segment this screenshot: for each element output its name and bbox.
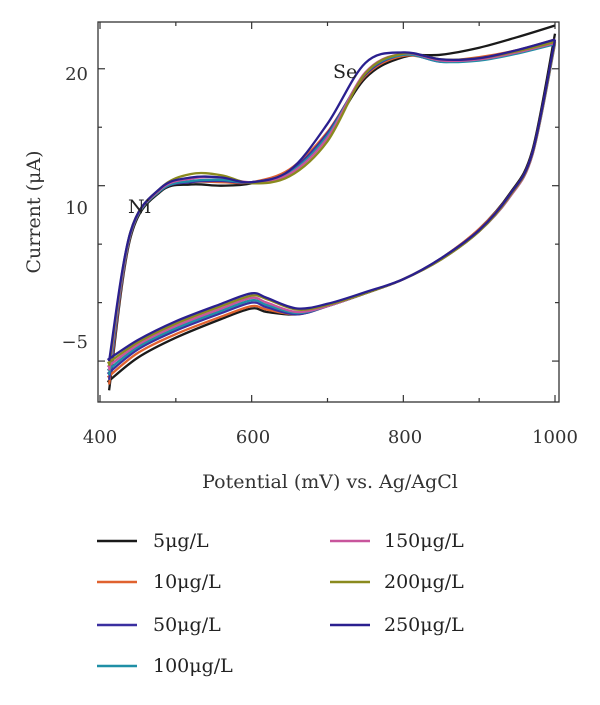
plot-area [97, 21, 560, 403]
legend-label: 200μg/L [384, 571, 464, 593]
x-tick-labels: 400 600 800 1000 [83, 427, 578, 448]
legend-item-50ug: 50μg/L [97, 614, 221, 636]
y-tick-label-minus5: −5 [61, 332, 88, 353]
series-line-6-reverse [106, 41, 557, 365]
annotation-se: Se [333, 61, 357, 83]
legend-label: 5μg/L [153, 530, 209, 552]
legend: 5μg/L 10μg/L 50μg/L 100μg/L 150μg/L 200μ… [97, 530, 464, 677]
series-line-7-reverse [106, 39, 557, 361]
series-layer [106, 24, 557, 391]
annotation-ni: Ni [128, 196, 151, 218]
legend-item-100ug: 100μg/L [97, 655, 233, 677]
x-tick-label-600: 600 [236, 427, 270, 448]
series-line-6-forward [107, 40, 556, 366]
legend-label: 10μg/L [153, 571, 221, 593]
legend-label: 50μg/L [153, 614, 221, 636]
y-axis-title: Current (μA) [23, 151, 45, 274]
series-line-2-forward [107, 38, 556, 385]
series-line-7-forward [107, 38, 556, 362]
legend-item-250ug: 250μg/L [330, 614, 464, 636]
x-axis-title: Potential (mV) vs. Ag/AgCl [202, 471, 458, 493]
legend-item-200ug: 200μg/L [330, 571, 464, 593]
legend-item-5ug: 5μg/L [97, 530, 209, 552]
plot-frame [97, 21, 560, 403]
y-tick-labels: −5 10 20 [61, 64, 88, 353]
legend-item-150ug: 150μg/L [330, 530, 464, 552]
series-line-5-reverse [106, 42, 557, 368]
x-tick-label-1000: 1000 [532, 427, 578, 448]
legend-label: 100μg/L [153, 655, 233, 677]
legend-label: 250μg/L [384, 614, 464, 636]
tick-marks [98, 22, 559, 402]
x-tick-label-400: 400 [83, 427, 117, 448]
legend-item-10ug: 10μg/L [97, 571, 221, 593]
y-tick-label-20: 20 [65, 64, 88, 85]
y-tick-label-10: 10 [65, 198, 88, 219]
x-tick-label-800: 800 [388, 427, 422, 448]
legend-label: 150μg/L [384, 530, 464, 552]
